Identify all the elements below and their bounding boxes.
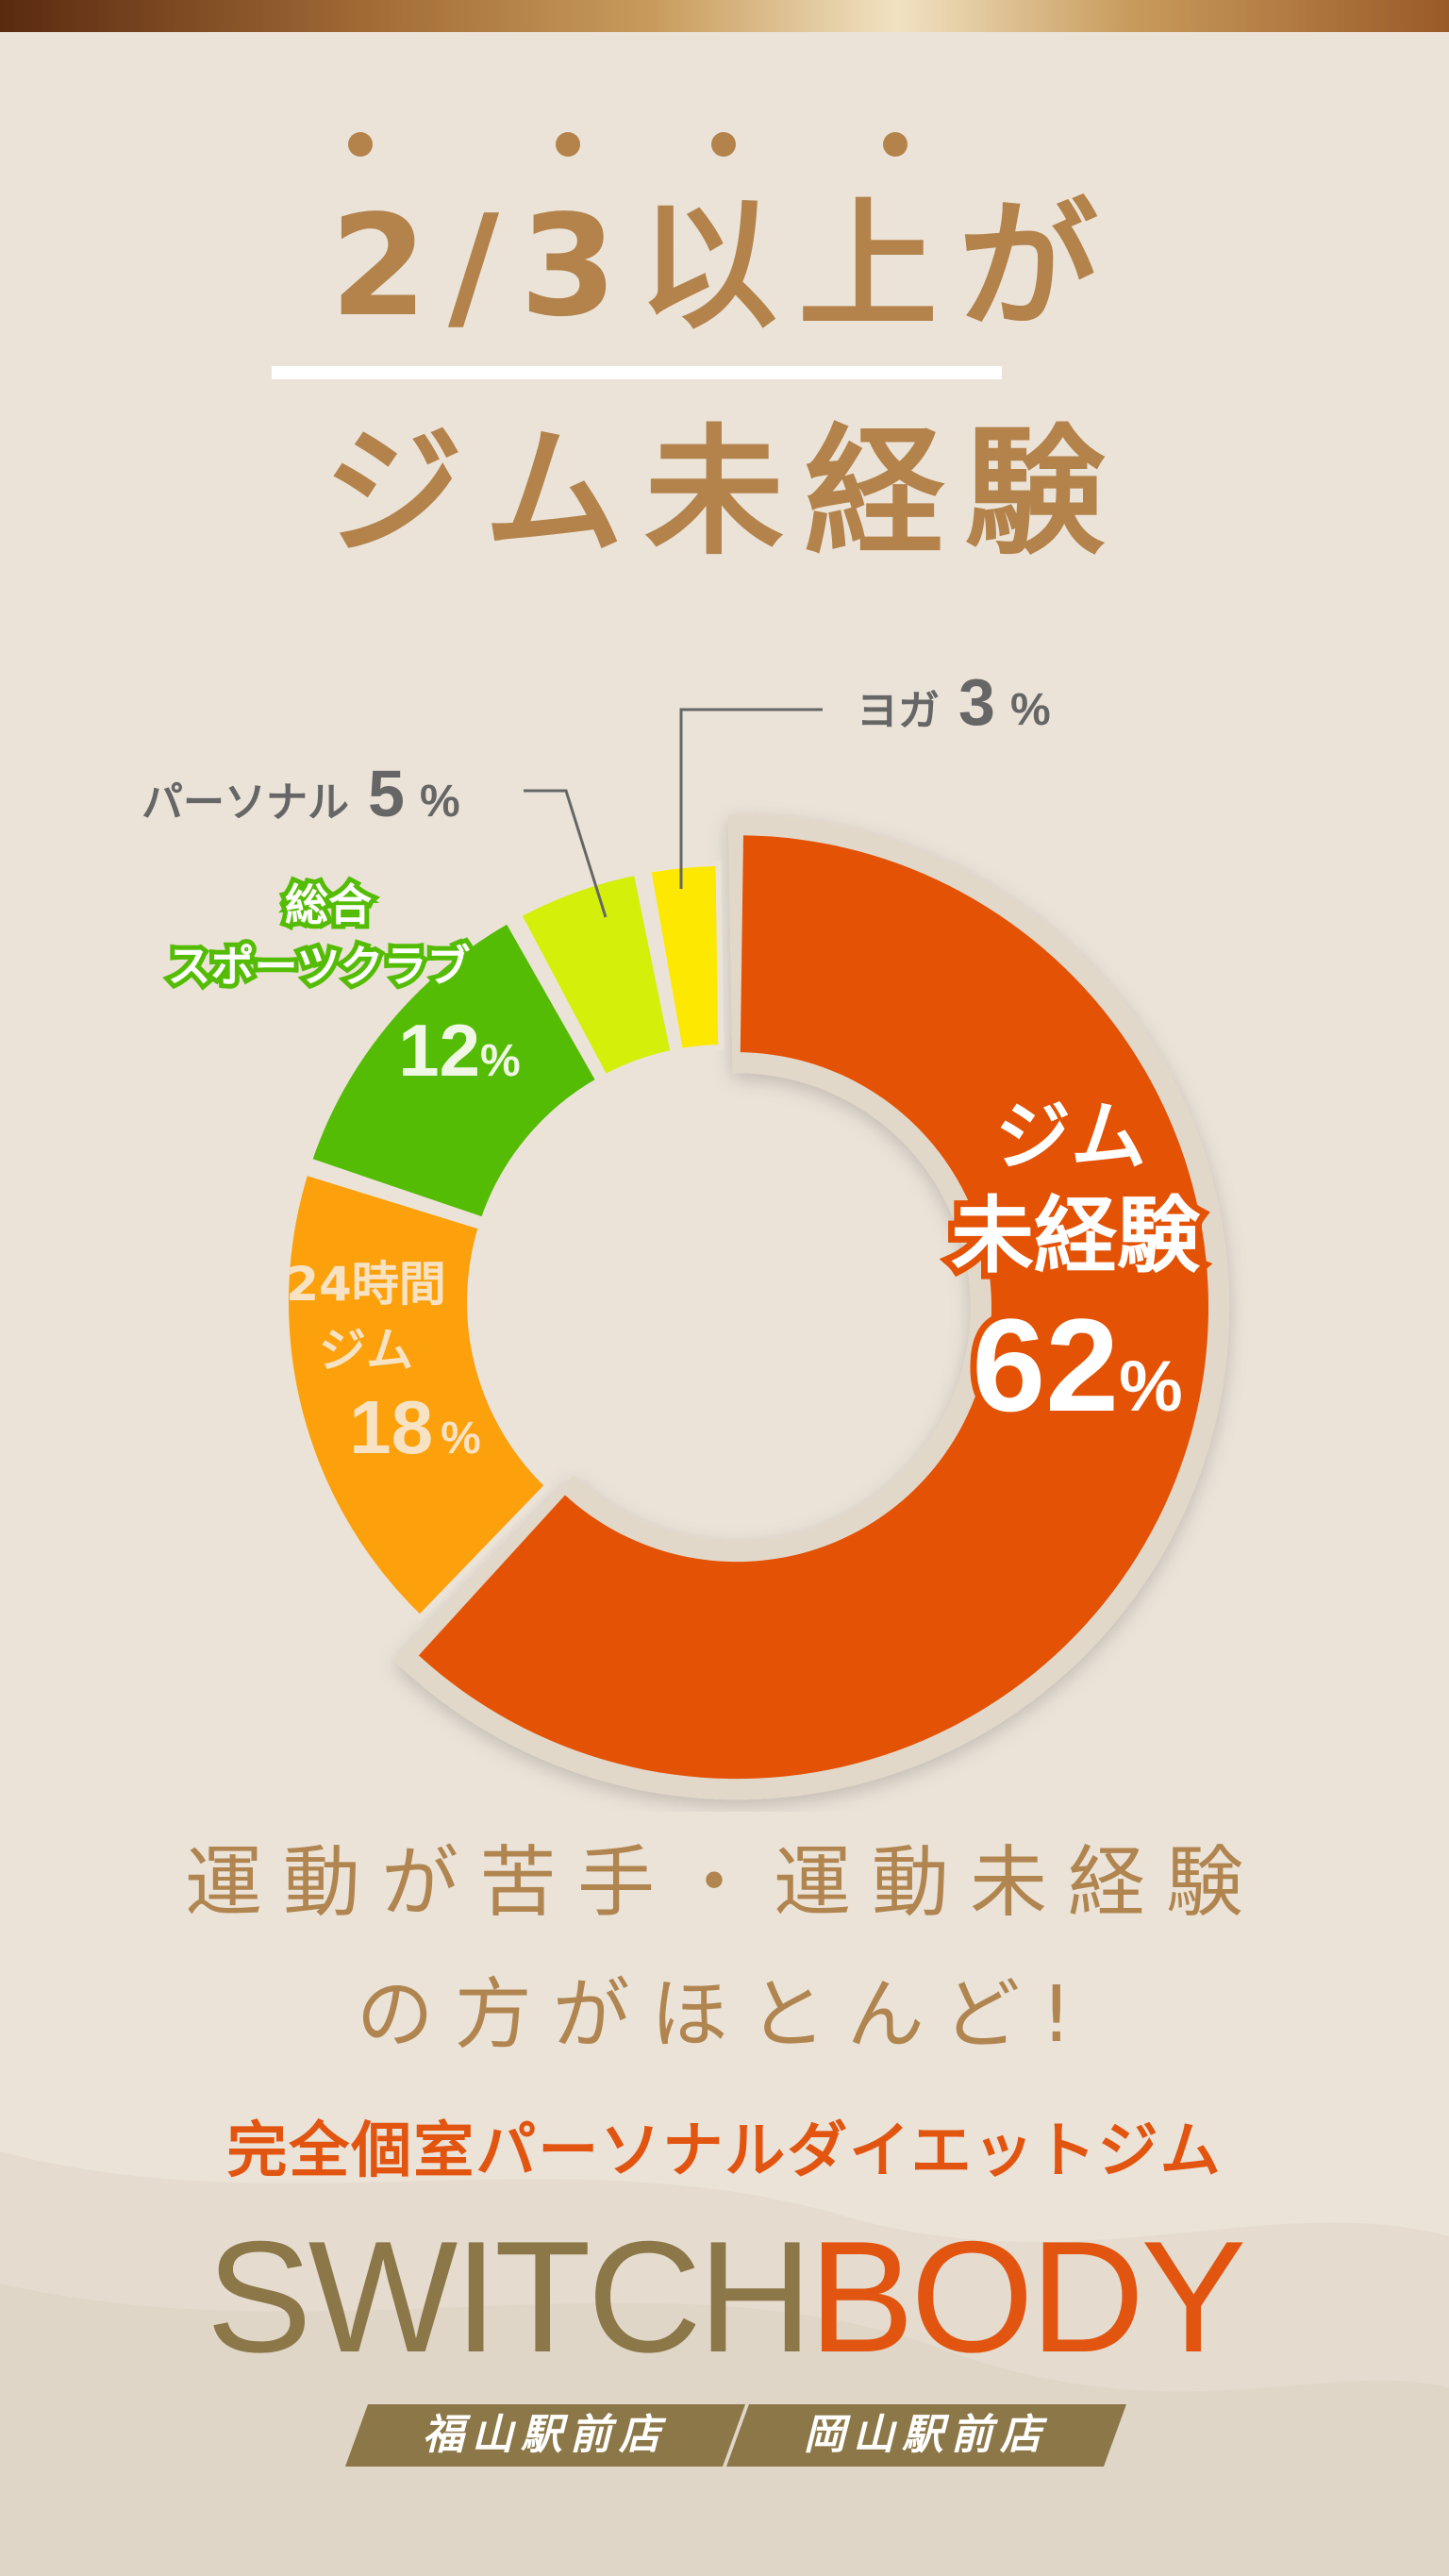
label-24h: 24時間 ジム 18% xyxy=(286,1257,481,1469)
label-24h-value: 18% xyxy=(349,1385,481,1469)
label-personal-text: パーソナル xyxy=(142,778,349,827)
donut-slice-4 xyxy=(644,861,724,1055)
label-yoga-text: ヨガ xyxy=(857,687,940,735)
label-main-number: 62 xyxy=(972,1291,1119,1439)
label-sports-line1: 総合 xyxy=(285,879,372,930)
label-personal: パーソナル 5% xyxy=(142,757,460,830)
message-line-1: 運動が苦手・運動未経験 xyxy=(184,1838,1264,1928)
donut-chart: ジム 未経験 62% 24時間 ジム 18% 総合 スポーツクラブ 12% パー… xyxy=(142,665,1230,1800)
donut-slice-2 xyxy=(306,916,603,1224)
store-badge-okayama: 岡山駅前店 xyxy=(725,2404,1127,2467)
label-yoga: ヨガ 3% xyxy=(857,665,1051,739)
label-sports-number: 12 xyxy=(398,1009,480,1092)
donut-slice-gym-inexperienced xyxy=(418,835,1209,1780)
label-main-percent: % xyxy=(1119,1347,1183,1427)
label-main-value: 62% xyxy=(972,1291,1182,1439)
donut-slices xyxy=(283,814,1230,1800)
brand-logo: SWITCHBODY xyxy=(0,2217,1449,2376)
top-gradient-bar xyxy=(0,0,1449,32)
label-yoga-percent: % xyxy=(1010,685,1051,735)
label-main-line2: 未経験 xyxy=(951,1187,1201,1284)
emphasis-dots xyxy=(0,132,1449,160)
emphasis-dot xyxy=(348,132,373,157)
headline-divider xyxy=(272,366,1002,379)
label-24h-number: 18 xyxy=(349,1385,433,1469)
label-24h-percent: % xyxy=(441,1413,481,1464)
emphasis-dot xyxy=(883,132,908,157)
label-sports-value: 12% xyxy=(398,1009,520,1092)
headline-line-1: 2/3以上が xyxy=(329,185,1119,347)
label-24h-line1: 24時間 xyxy=(286,1257,446,1312)
label-sports: 総合 スポーツクラブ 12% xyxy=(162,875,520,1092)
emphasis-dot xyxy=(556,132,580,157)
yoga-leader-line xyxy=(679,708,823,889)
label-24h-line2: ジム xyxy=(319,1323,413,1378)
label-main-line1: ジム xyxy=(995,1093,1146,1180)
headline-line-2: ジム未経験 xyxy=(324,411,1125,574)
store-badge-label: 福山駅前店 xyxy=(423,2411,668,2459)
label-personal-percent: % xyxy=(420,777,460,827)
label-yoga-number: 3 xyxy=(958,665,995,739)
donut-slice-3 xyxy=(514,868,677,1081)
store-badge-label: 岡山駅前店 xyxy=(804,2411,1049,2459)
brand-logo-part2: BODY xyxy=(808,2208,1246,2385)
label-personal-number: 5 xyxy=(368,757,405,830)
label-main: ジム 未経験 62% xyxy=(944,1086,1208,1446)
label-sports-line2: スポーツクラブ xyxy=(167,941,470,992)
store-badge-fukuyama: 福山駅前店 xyxy=(344,2404,746,2467)
personal-leader-line xyxy=(524,789,608,918)
donut-slice-1 xyxy=(283,1168,552,1622)
emphasis-dot xyxy=(711,132,736,157)
label-sports-percent: % xyxy=(480,1036,521,1086)
message-line-2: の方がほとんど! xyxy=(356,1970,1093,2060)
brand-logo-part1: SWITCH xyxy=(206,2208,813,2385)
gym-tagline: 完全個室パーソナルダイエットジム xyxy=(226,2116,1223,2186)
